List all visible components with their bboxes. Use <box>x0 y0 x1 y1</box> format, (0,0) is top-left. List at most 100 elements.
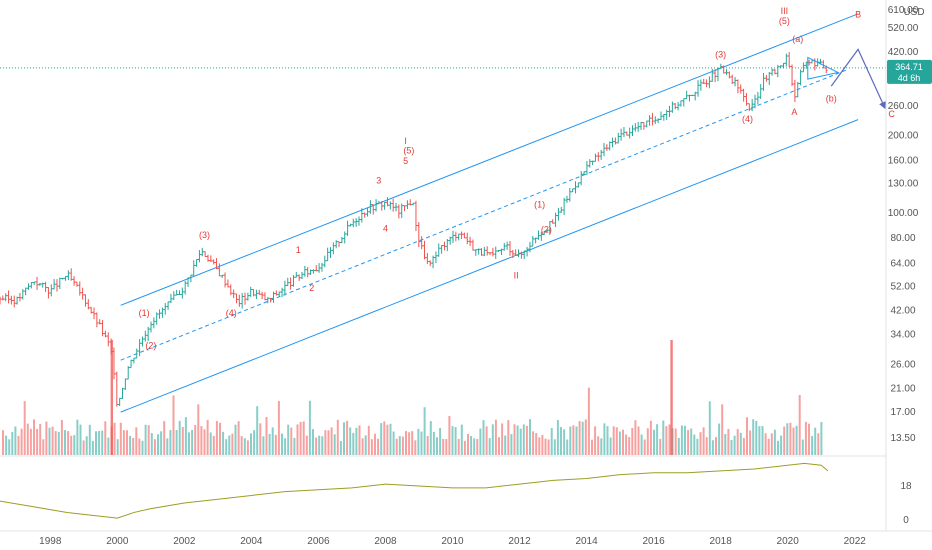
time-tick-label: 2000 <box>106 536 129 547</box>
time-tick-label: 2014 <box>575 536 598 547</box>
volume-bar <box>408 432 411 455</box>
time-tick-label: 2018 <box>710 536 733 547</box>
volume-bar <box>315 437 318 455</box>
volume-bar <box>631 427 634 455</box>
bar-countdown-label: 4d 6h <box>898 73 921 83</box>
volume-bar <box>26 423 29 455</box>
volume-bar <box>451 426 454 455</box>
volume-bar <box>14 426 17 455</box>
volume-bar <box>175 430 178 455</box>
volume-bar <box>259 423 262 455</box>
volume-bar <box>513 424 516 455</box>
volume-bar <box>305 435 308 455</box>
volume-bar <box>801 439 804 455</box>
volume-bar <box>150 433 153 455</box>
volume-bar <box>277 401 280 455</box>
volume-bar <box>699 432 702 455</box>
volume-bar <box>160 431 163 455</box>
volume-bar <box>318 435 321 455</box>
volume-bar <box>777 440 779 455</box>
volume-bar <box>299 421 302 455</box>
volume-bar <box>116 439 119 455</box>
volume-bar <box>798 395 801 455</box>
volume-bar <box>485 426 488 455</box>
volume-bar <box>662 420 665 455</box>
price-tick-label: 34.00 <box>890 329 915 340</box>
volume-bar <box>733 435 736 455</box>
volume-bar <box>339 440 342 455</box>
last-price-label: 364.71 <box>895 62 923 72</box>
volume-bar <box>684 425 686 455</box>
volume-bar <box>811 436 814 455</box>
volume-bar <box>237 421 240 455</box>
volume-bar <box>649 420 652 455</box>
volume-bar <box>8 439 11 455</box>
volume-bar <box>346 420 349 455</box>
volume-bar <box>668 424 671 455</box>
volume-bar <box>91 440 94 455</box>
volume-bar <box>544 438 547 455</box>
volume-bar <box>764 433 767 455</box>
volume-bar <box>448 416 451 455</box>
volume-bar <box>361 438 364 455</box>
volume-bar <box>281 433 283 455</box>
price-tick-label: 17.00 <box>890 407 915 418</box>
volume-bar <box>355 427 358 455</box>
volume-bar <box>783 426 786 455</box>
wedge-pattern <box>807 56 840 80</box>
volume-bar <box>749 430 752 455</box>
volume-bar <box>680 425 683 455</box>
channel-middle-line <box>120 68 849 361</box>
volume-bar <box>572 425 575 455</box>
time-tick-label: 2006 <box>307 536 330 547</box>
volume-bar <box>367 425 370 455</box>
volume-bar <box>482 420 485 455</box>
volume-bar <box>432 431 435 455</box>
price-tick-label: 42.00 <box>890 306 915 317</box>
volume-bar <box>188 432 190 455</box>
volume-bar <box>659 438 662 455</box>
volume-bar <box>194 425 197 455</box>
volume-bar <box>141 440 144 455</box>
volume-bar <box>284 438 287 455</box>
volume-bar <box>494 419 497 455</box>
volume-bar <box>498 437 500 455</box>
volume-bar <box>191 429 194 455</box>
price-tick-label: 21.00 <box>890 383 915 394</box>
volume-bar <box>817 433 820 455</box>
volume-bar <box>711 440 714 455</box>
volume-bar <box>532 431 535 455</box>
volume-bar <box>79 424 82 455</box>
volume-bar <box>271 427 274 455</box>
volume-bar <box>377 438 380 455</box>
wave-label: 4 <box>383 223 388 233</box>
wave-label: (2) <box>145 340 156 350</box>
volume-bar <box>746 417 748 455</box>
volume-bar <box>612 426 615 455</box>
wave-label: C <box>888 109 895 119</box>
volume-bar <box>789 422 792 455</box>
volume-bar <box>535 433 538 455</box>
wave-label: 3 <box>376 176 381 186</box>
volume-bar <box>460 424 463 455</box>
volume-bar <box>76 419 79 455</box>
volume-bar <box>101 430 104 455</box>
last-price-badge <box>887 59 932 84</box>
volume-bar <box>206 419 209 455</box>
volume-bar <box>383 421 386 455</box>
volume-bar <box>454 427 457 455</box>
wave-label: A <box>791 107 797 117</box>
volume-bar <box>770 433 773 455</box>
volume-bar <box>786 423 789 455</box>
volume-bar <box>70 435 73 455</box>
volume-bar <box>401 436 404 455</box>
oscillator-tick-label: 18 <box>900 481 912 492</box>
volume-bar <box>324 430 327 455</box>
volume-bar <box>380 423 383 455</box>
volume-bar <box>646 428 649 455</box>
volume-bar <box>615 427 618 455</box>
volume-spike <box>110 340 114 455</box>
volume-bar <box>724 434 727 455</box>
